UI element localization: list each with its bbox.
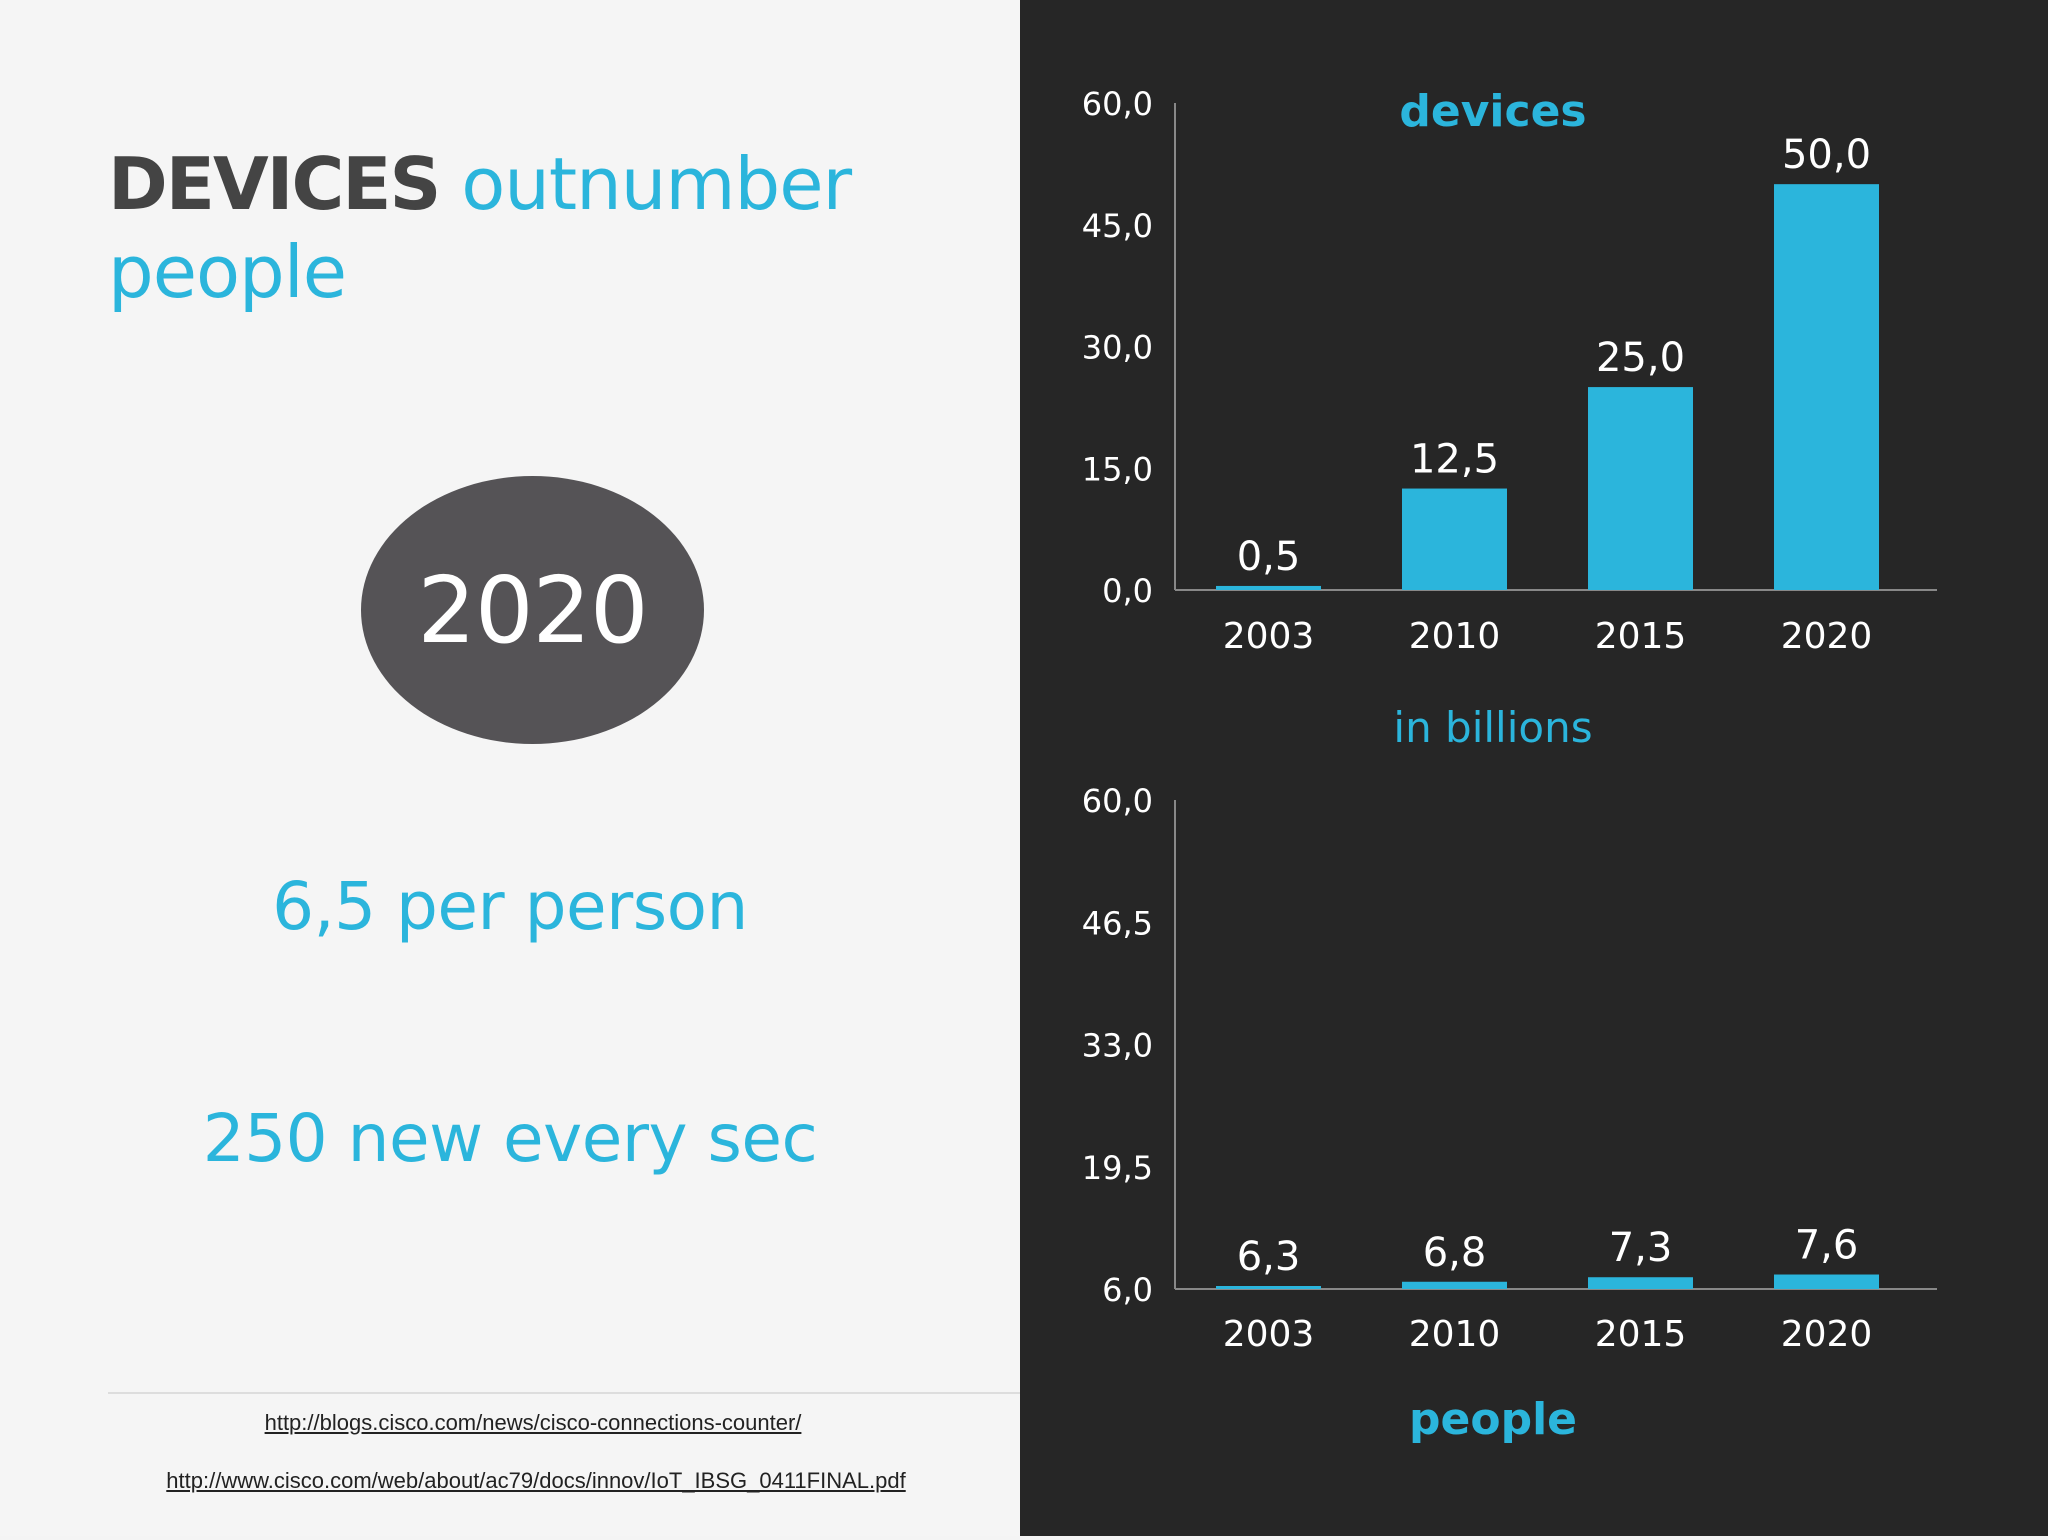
chart-devices-data-label: 25,0 (1596, 335, 1685, 381)
chart-people-data-label: 6,8 (1423, 1230, 1487, 1276)
right-panel: in billions devices 0,0 15,0 30,0 45,0 60,0 0,… (1020, 0, 2048, 1536)
chart-devices-y-tick-label: 15,0 (1082, 450, 1153, 488)
chart-people-y-tick-label: 60,0 (1082, 782, 1153, 820)
headline: DEVICES outnumber people (108, 140, 1008, 316)
chart-devices-data-label: 50,0 (1782, 132, 1871, 178)
chart-devices-category-label: 2015 (1595, 616, 1687, 657)
chart-devices-category-label: 2020 (1781, 616, 1873, 657)
chart-people-category-label: 2015 (1595, 1314, 1687, 1355)
stat-new-every-sec: 250 new every sec (202, 1100, 818, 1177)
chart-people-y-tick-label: 33,0 (1082, 1027, 1153, 1065)
chart-people-title: people (1409, 1394, 1577, 1445)
chart-people-bar-2015 (1588, 1277, 1693, 1289)
chart-devices-y-tick-label: 45,0 (1082, 207, 1153, 245)
chart-people-bar-2003 (1216, 1286, 1321, 1289)
left-panel: DEVICES outnumber people 2020 6,5 per pe… (0, 0, 1020, 1536)
chart-people-category-label: 2020 (1781, 1314, 1873, 1355)
chart-devices-bar-2010 (1402, 488, 1507, 590)
middle-label: in billions (1393, 703, 1592, 752)
chart-people-data-label: 7,6 (1795, 1223, 1859, 1269)
year-badge: 2020 (361, 476, 704, 744)
chart-devices-bar-2015 (1588, 387, 1693, 590)
chart-people-data-label: 7,3 (1609, 1225, 1673, 1271)
chart-people-bar-2010 (1402, 1281, 1507, 1289)
chart-people-bar-2020 (1774, 1274, 1879, 1289)
source-link-cisco-blog[interactable]: http://blogs.cisco.com/news/cisco-connec… (264, 1410, 802, 1435)
chart-people-category-label: 2010 (1409, 1314, 1501, 1355)
stat-per-person: 6,5 per person (272, 868, 748, 945)
chart-devices-bar-2003 (1216, 585, 1321, 590)
chart-devices-title: devices (1399, 86, 1586, 137)
headline-rest: outnumber people (108, 142, 852, 314)
chart-devices-category-label: 2003 (1223, 616, 1315, 657)
chart-devices-bar-2020 (1774, 184, 1879, 590)
chart-devices-category-label: 2010 (1409, 616, 1501, 657)
chart-devices-y-tick-label: 30,0 (1082, 329, 1153, 367)
divider (108, 1392, 1020, 1394)
chart-people-y-tick-label: 6,0 (1102, 1271, 1153, 1309)
chart-people-y-tick-label: 19,5 (1082, 1149, 1153, 1187)
chart-devices-y-tick-label: 60,0 (1082, 85, 1153, 123)
charts-svg: in billions devices 0,0 15,0 30,0 45,0 60,0 0,… (1082, 85, 1937, 1445)
chart-devices-y-tick-label: 0,0 (1102, 572, 1153, 610)
chart-people-data-label: 6,3 (1237, 1234, 1301, 1280)
chart-devices-data-label: 0,5 (1237, 534, 1301, 580)
year-badge-label: 2020 (417, 556, 648, 664)
chart-people-category-label: 2003 (1223, 1314, 1315, 1355)
chart-devices-data-label: 12,5 (1410, 437, 1499, 483)
chart-people-y-tick-label: 46,5 (1082, 904, 1153, 942)
source-link-cisco-pdf[interactable]: http://www.cisco.com/web/about/ac79/docs… (166, 1468, 906, 1493)
headline-bold: DEVICES (108, 142, 441, 226)
